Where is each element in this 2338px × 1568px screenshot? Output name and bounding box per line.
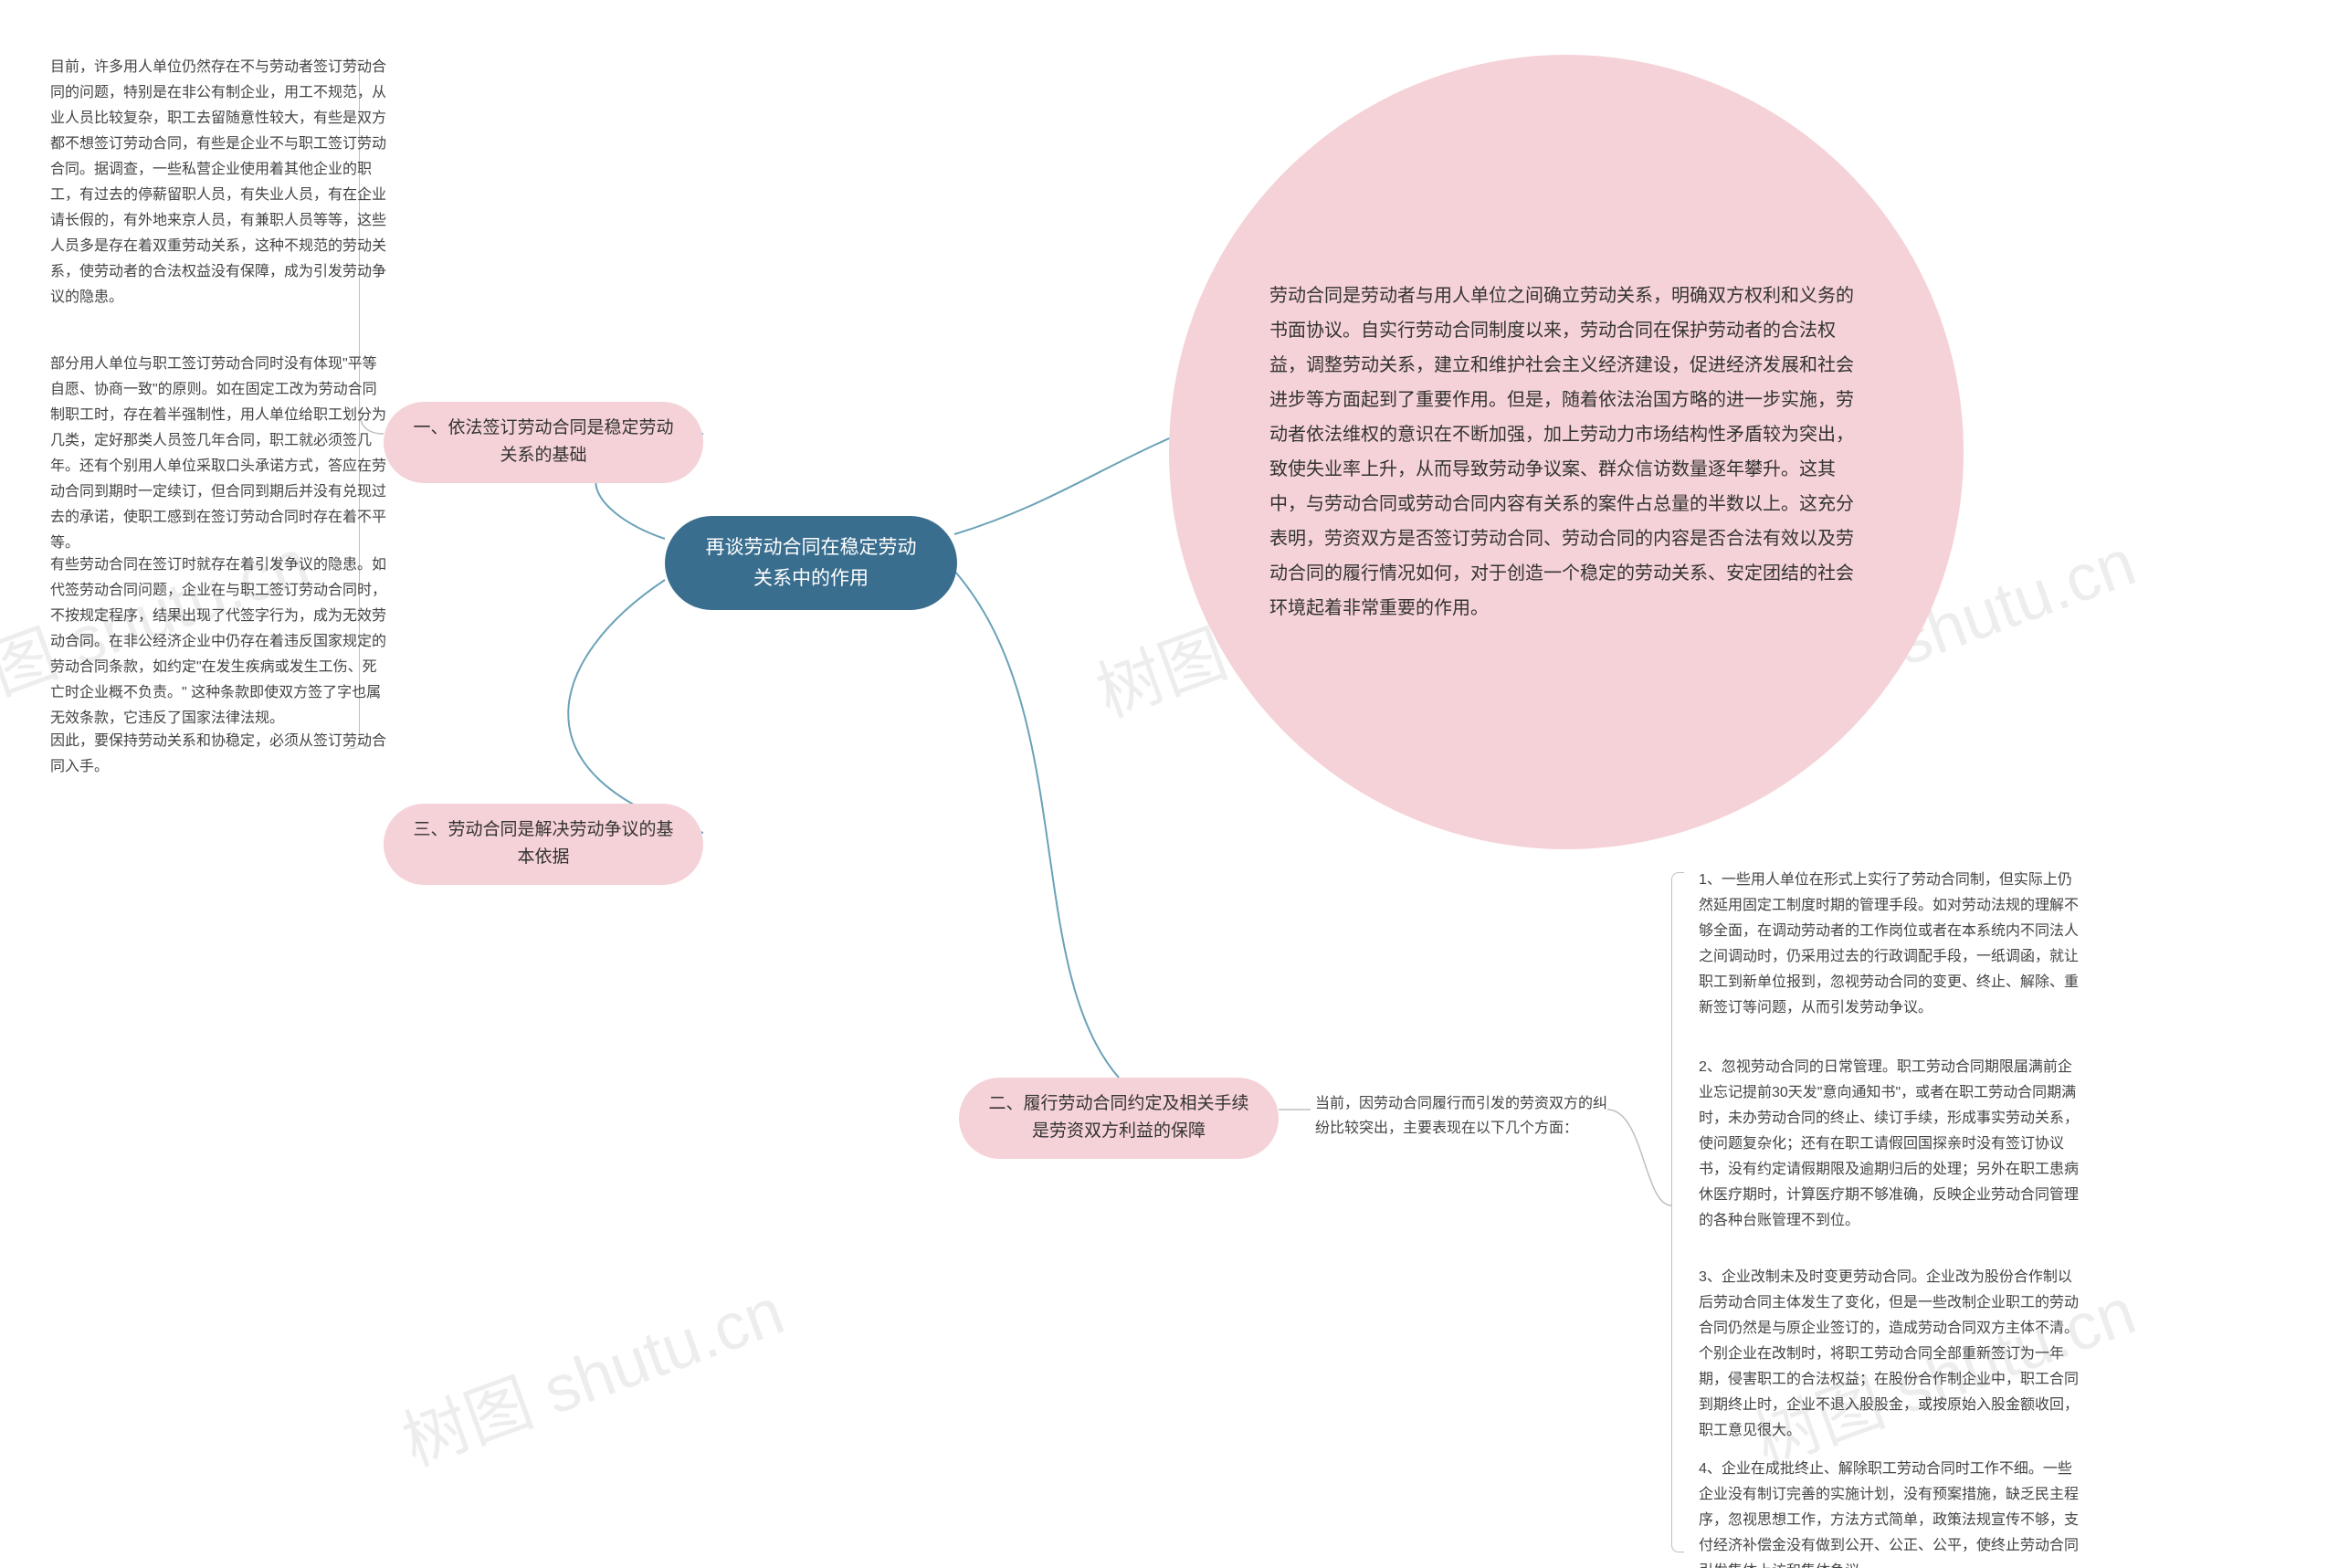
branch-3-label: 三、劳动合同是解决劳动争议的基 本依据 — [413, 816, 673, 872]
left-leaf-3: 有些劳动合同在签订时就存在着引发争议的隐患。如代签劳动合同问题，企业在与职工签订… — [50, 552, 388, 731]
left-leaf-4: 因此，要保持劳动关系和协稳定，必须从签订劳动合同入手。 — [50, 729, 388, 780]
branch-3: 三、劳动合同是解决劳动争议的基 本依据 — [384, 804, 703, 885]
left-leaf-1: 目前，许多用人单位仍然存在不与劳动者签订劳动合同的问题，特别是在非公有制企业，用… — [50, 55, 388, 310]
right-leaf-bracket — [1671, 872, 1684, 1552]
right-leaf-1: 1、一些用人单位在形式上实行了劳动合同制，但实际上仍然延用固定工制度时期的管理手… — [1699, 868, 2082, 1021]
branch-1-label: 一、依法签订劳动合同是稳定劳动 关系的基础 — [413, 415, 673, 470]
center-node: 再谈劳动合同在稳定劳动 关系中的作用 — [665, 516, 957, 610]
branch-1: 一、依法签订劳动合同是稳定劳动 关系的基础 — [384, 402, 703, 483]
center-title: 再谈劳动合同在稳定劳动 关系中的作用 — [706, 532, 917, 594]
right-leaf-3: 3、企业改制未及时变更劳动合同。企业改为股份合作制以后劳动合同主体发生了变化，但… — [1699, 1265, 2082, 1444]
branch-2-label: 二、履行劳动合同约定及相关手续 是劳资双方利益的保障 — [988, 1090, 1248, 1146]
right-leaf-2: 2、忽视劳动合同的日常管理。职工劳动合同期限届满前企业忘记提前30天发"意向通知… — [1699, 1055, 2082, 1234]
branch-2-intro: 当前，因劳动合同履行而引发的劳资双方的纠纷比较突出，主要表现在以下几个方面： — [1315, 1091, 1607, 1141]
branch-2: 二、履行劳动合同约定及相关手续 是劳资双方利益的保障 — [959, 1078, 1279, 1159]
right-leaf-4: 4、企业在成批终止、解除职工劳动合同时工作不细。一些企业没有制订完善的实施计划，… — [1699, 1457, 2082, 1568]
watermark: 树图 shutu.cn — [387, 1258, 795, 1484]
intro-ellipse: 劳动合同是劳动者与用人单位之间确立劳动关系，明确双方权利和义务的书面协议。自实行… — [1169, 55, 1964, 849]
left-leaf-2: 部分用人单位与职工签订劳动合同时没有体现"平等自愿、协商一致"的原则。如在固定工… — [50, 352, 388, 556]
intro-ellipse-text: 劳动合同是劳动者与用人单位之间确立劳动关系，明确双方权利和义务的书面协议。自实行… — [1269, 279, 1863, 626]
